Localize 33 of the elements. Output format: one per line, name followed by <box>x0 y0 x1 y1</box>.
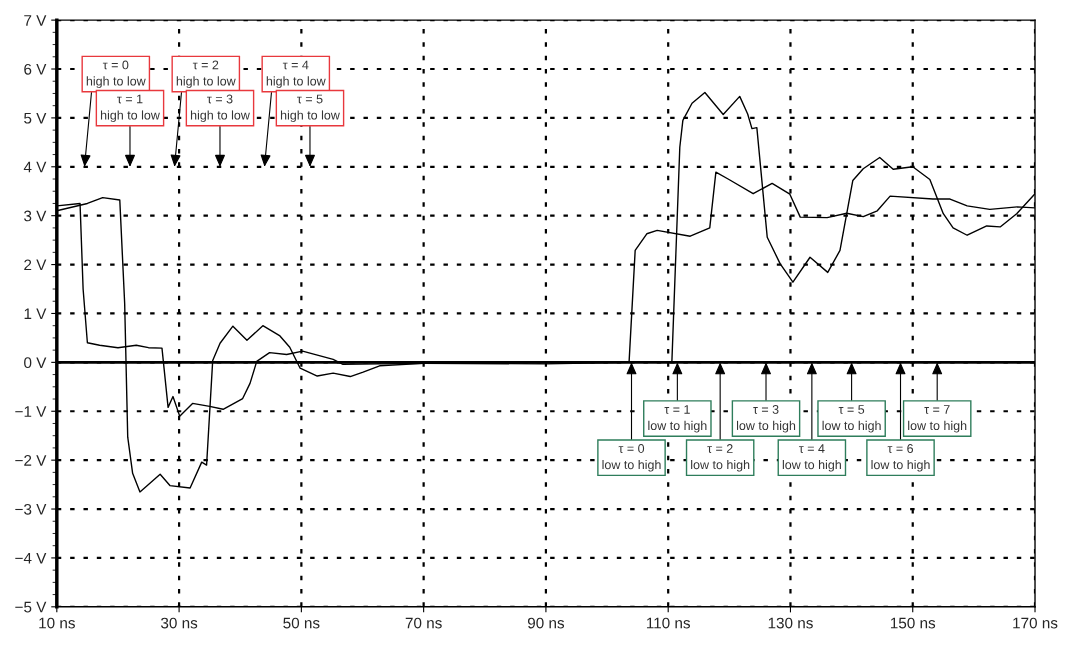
y-tick-label: −4 V <box>15 552 47 564</box>
annotation: τ = 7 low to high <box>908 405 967 433</box>
annotation: τ = 1 low to high <box>648 405 707 433</box>
y-tick-label: 4 V <box>23 161 47 173</box>
x-tick-label: 170 ns <box>1013 617 1058 629</box>
x-tick-label: 130 ns <box>768 617 813 629</box>
y-tick-label: 3 V <box>24 210 47 222</box>
annotation: τ = 6 low to high <box>871 444 930 472</box>
annotation: τ = 1 high to low <box>100 94 160 123</box>
x-tick-label: 30 ns <box>160 617 198 629</box>
x-tick-label: 110 ns <box>646 617 691 629</box>
x-tick-label: 90 ns <box>527 617 565 629</box>
y-tick-label: 2 V <box>24 259 47 271</box>
y-tick-label: −5 V <box>15 601 47 613</box>
annotation: τ = 5 low to high <box>822 405 881 433</box>
annotation: τ = 3 low to high <box>736 405 796 433</box>
annotation: τ = 3 high to low <box>190 94 250 123</box>
annotation: τ = 4 low to high <box>782 444 841 472</box>
x-tick-label: 50 ns <box>283 617 320 629</box>
annotation: τ = 2 low to high <box>691 444 750 472</box>
y-tick-label: −1 V <box>15 406 47 417</box>
y-tick-label: 7 V <box>24 15 47 26</box>
x-tick-label: 70 ns <box>405 617 442 629</box>
y-tick-label: −3 V <box>15 503 47 515</box>
y-tick-label: 5 V <box>24 112 47 124</box>
annotation: τ = 0 low to high <box>602 444 661 472</box>
y-tick-label: 6 V <box>24 63 47 75</box>
y-tick-label: 0 V <box>24 357 47 369</box>
y-tick-label: 1 V <box>24 308 47 319</box>
x-tick-label: 10 ns <box>39 617 75 629</box>
x-tick-label: 150 ns <box>890 617 936 629</box>
annotation: τ = 5 high to low <box>280 94 340 123</box>
y-tick-label: −2 V <box>15 455 47 466</box>
